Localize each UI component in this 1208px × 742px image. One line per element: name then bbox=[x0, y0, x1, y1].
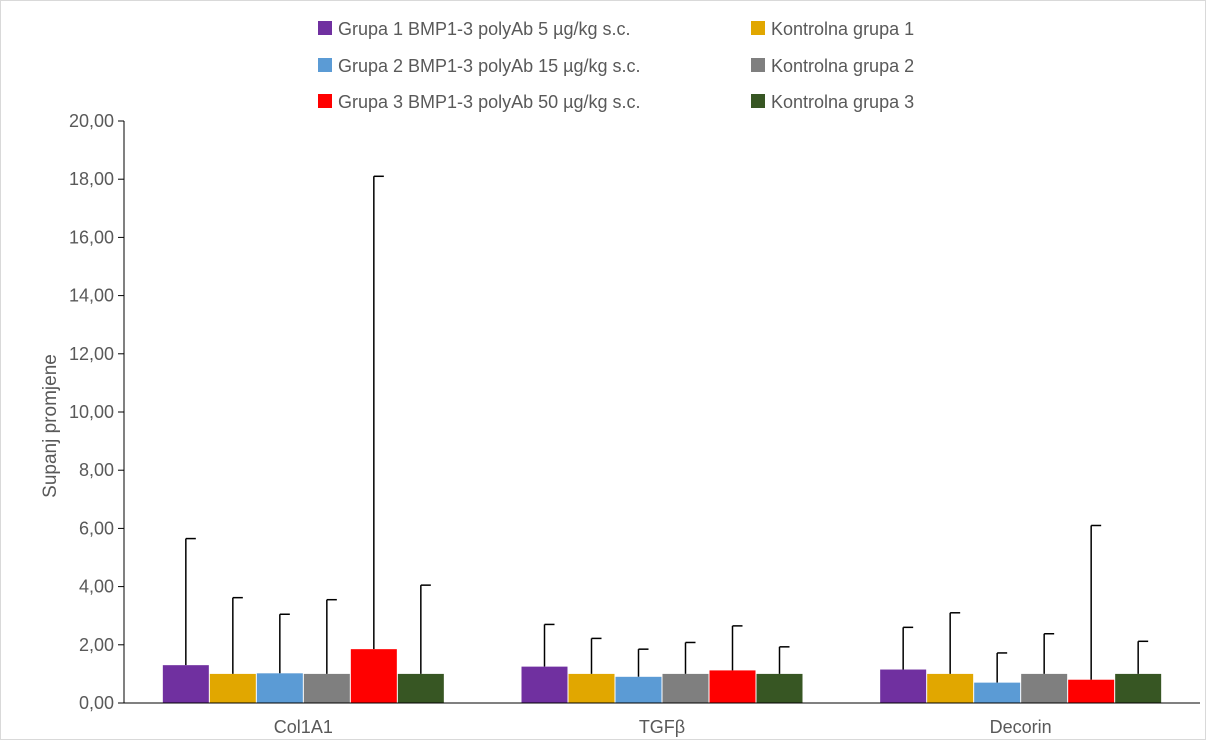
legend-label: Grupa 1 BMP1-3 polyAb 5 µg/kg s.c. bbox=[338, 19, 631, 39]
bar bbox=[1068, 679, 1115, 703]
error-bars bbox=[185, 175, 1149, 683]
y-tick-label: 0,00 bbox=[79, 693, 114, 713]
legend-label: Kontrolna grupa 3 bbox=[771, 92, 914, 112]
legend-swatch bbox=[318, 58, 332, 72]
y-tick-label: 18,00 bbox=[69, 169, 114, 189]
bar bbox=[568, 673, 615, 703]
legend-label: Grupa 3 BMP1-3 polyAb 50 µg/kg s.c. bbox=[338, 92, 641, 112]
y-axis: 0,00 2,00 4,00 6,00 8,00 10,00 12,00 14,00 16,00… bbox=[69, 111, 125, 713]
y-axis-label: Supanj promjene bbox=[40, 354, 61, 498]
bar bbox=[927, 673, 974, 703]
bar bbox=[397, 673, 444, 703]
y-tick-label: 4,00 bbox=[79, 577, 114, 597]
bar bbox=[162, 665, 209, 703]
bar bbox=[1021, 673, 1068, 703]
bar bbox=[350, 649, 397, 703]
legend-swatch bbox=[751, 58, 765, 72]
y-tick-label: 20,00 bbox=[69, 111, 114, 131]
bar bbox=[880, 669, 927, 703]
legend-label: Kontrolna grupa 1 bbox=[771, 19, 914, 39]
bar bbox=[756, 673, 803, 703]
legend: Grupa 1 BMP1-3 polyAb 5 µg/kg s.c. Kontro… bbox=[318, 19, 914, 112]
bar bbox=[615, 676, 662, 703]
bar bbox=[974, 682, 1021, 703]
bar bbox=[1115, 673, 1162, 703]
y-tick-label: 6,00 bbox=[79, 518, 114, 538]
bar bbox=[256, 673, 303, 703]
x-tick-label: Col1A1 bbox=[274, 717, 333, 737]
legend-label: Kontrolna grupa 2 bbox=[771, 56, 914, 76]
legend-label: Grupa 2 BMP1-3 polyAb 15 µg/kg s.c. bbox=[338, 56, 641, 76]
y-tick-label: 14,00 bbox=[69, 286, 114, 306]
x-tick-label: Decorin bbox=[990, 717, 1052, 737]
bar bbox=[709, 670, 756, 703]
bars bbox=[162, 649, 1162, 703]
bar bbox=[521, 666, 568, 703]
legend-swatch bbox=[751, 21, 765, 35]
y-tick-label: 10,00 bbox=[69, 402, 114, 422]
x-tick-label: TGFβ bbox=[639, 717, 685, 737]
bar bbox=[303, 673, 350, 703]
x-axis: Col1A1 TGFβ Decorin bbox=[124, 702, 1200, 737]
y-tick-label: 8,00 bbox=[79, 460, 114, 480]
y-tick-label: 16,00 bbox=[69, 227, 114, 247]
legend-swatch bbox=[751, 94, 765, 108]
y-tick-label: 2,00 bbox=[79, 635, 114, 655]
legend-swatch bbox=[318, 94, 332, 108]
y-tick-label: 12,00 bbox=[69, 344, 114, 364]
bar bbox=[209, 673, 256, 703]
bar bbox=[662, 673, 709, 703]
legend-swatch bbox=[318, 21, 332, 35]
